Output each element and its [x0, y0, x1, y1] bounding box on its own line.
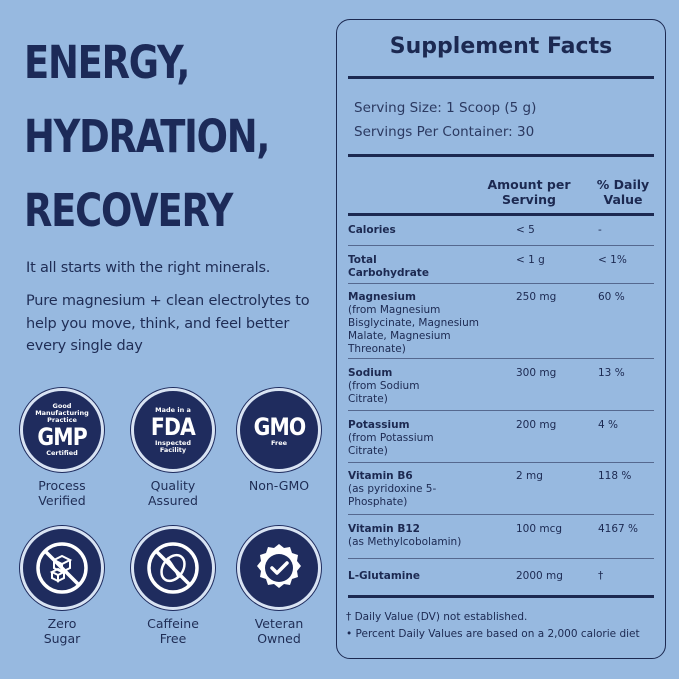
badge-caffeine-free: Caffeine Free [128, 526, 218, 646]
headline: ENERGY, HYDRATION, RECOVERY [24, 26, 270, 248]
footnote-dv: † Daily Value (DV) not established. [346, 611, 528, 623]
column-header-amount: Amount per Serving [487, 177, 571, 207]
badge-caption: Veteran Owned [254, 616, 304, 646]
badge-caption: Quality Assured [148, 478, 198, 508]
divider [348, 595, 654, 598]
gmo-badge-icon: GMO Free [237, 388, 321, 472]
badge-gmo: GMO Free Non-GMO [234, 388, 324, 493]
caffeine-free-icon [131, 526, 215, 610]
divider [348, 154, 654, 157]
zero-sugar-icon [20, 526, 104, 610]
badge-gmp: Good Manufacturing Practice GMP Certifie… [17, 388, 107, 508]
serving-size: Serving Size: 1 Scoop (5 g) [354, 100, 537, 116]
servings-per-container: Servings Per Container: 30 [354, 124, 535, 140]
tagline: It all starts with the right minerals. [26, 260, 271, 276]
column-header-daily-value: % Daily Value [596, 177, 650, 207]
headline-line-3: RECOVERY [24, 184, 233, 237]
veteran-owned-icon [237, 526, 321, 610]
badge-fda: Made in a FDA Inspected Facility Quality… [128, 388, 218, 508]
badge-veteran-owned: Veteran Owned [234, 526, 324, 646]
fda-badge-icon: Made in a FDA Inspected Facility [131, 388, 215, 472]
divider [348, 76, 654, 79]
supplement-facts-panel: Supplement Facts Serving Size: 1 Scoop (… [336, 19, 666, 659]
gmp-badge-icon: Good Manufacturing Practice GMP Certifie… [20, 388, 104, 472]
description: Pure magnesium + clean electrolytes to h… [26, 293, 310, 354]
divider [348, 213, 654, 216]
badge-caption: Non-GMO [248, 478, 310, 493]
badge-caption: Caffeine Free [147, 616, 199, 646]
badge-zero-sugar: Zero Sugar [17, 526, 107, 646]
footnote-percent: • Percent Daily Values are based on a 2,… [346, 628, 640, 640]
headline-line-1: ENERGY, [24, 36, 190, 89]
headline-line-2: HYDRATION, [24, 110, 270, 163]
badge-caption: Zero Sugar [43, 616, 81, 646]
facts-title: Supplement Facts [389, 34, 613, 59]
badge-caption: Process Verified [38, 478, 86, 508]
